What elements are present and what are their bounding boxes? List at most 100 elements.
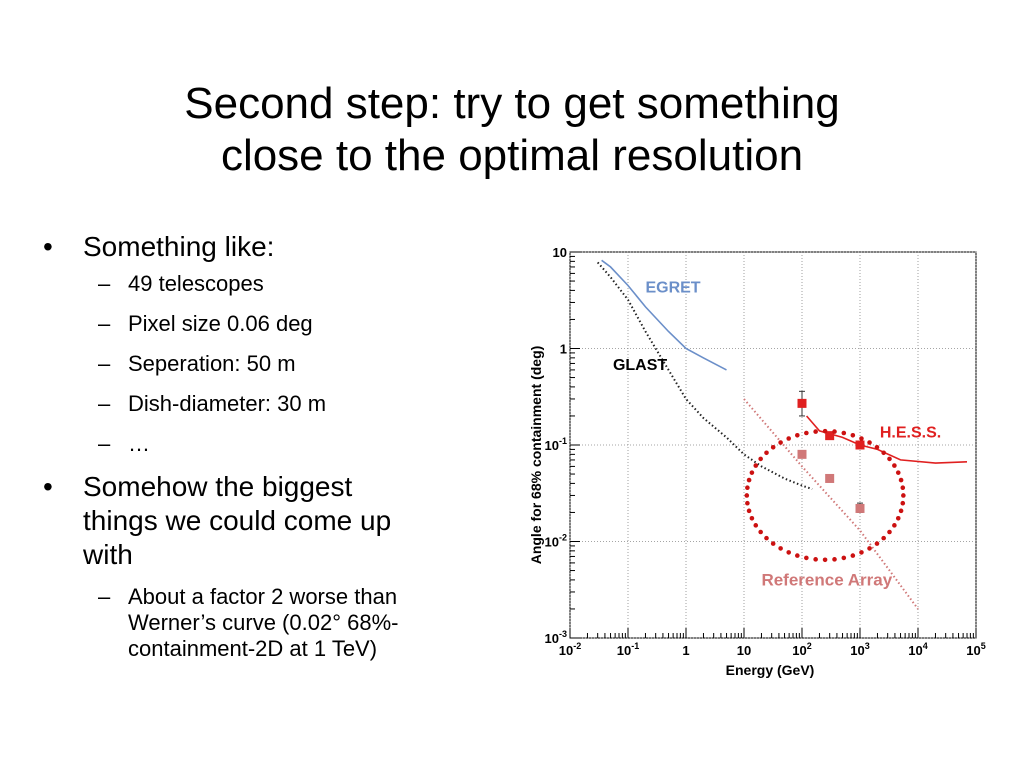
highlight-ellipse-dot [887,456,892,462]
bullet-text-line: with [83,539,133,570]
sub-bullet-text: 49 telescopes [128,271,264,296]
tick-base: 1 [682,643,689,658]
reference-array-curve [743,398,919,610]
highlight-ellipse-dot [778,546,783,551]
dash-marker: – [98,391,111,416]
tick-exponent: -2 [573,641,581,651]
y-tick-label: 10-1 [545,436,567,453]
highlight-ellipse-dot [786,550,792,555]
tick-exponent: 5 [981,641,986,651]
sub-bullet-item: – 49 telescopes [40,271,510,297]
bullet-text: Something like: [83,231,275,262]
highlight-ellipse-dot [859,436,864,441]
highlight-ellipse-dot [832,429,837,434]
egret-curve [601,259,727,371]
reference-array-point [855,503,865,513]
highlight-ellipse-dot [749,470,755,475]
x-tick-label: 103 [850,641,869,658]
title-line: Second step: try to get something [184,79,840,128]
sub-bullet-text-line: Werner’s curve (0.02° 68%- [128,610,399,635]
bullet-list: • Something like: – 49 telescopes – Pixe… [40,230,510,662]
tick-base: 10 [545,631,559,646]
highlight-ellipse-dot [749,515,755,521]
y-tick-label: 10 [553,245,567,260]
highlight-ellipse-dot [901,493,906,498]
highlight-ellipse-dot [745,500,750,506]
sub-bullet-text: Dish-diameter: 30 m [128,391,327,416]
highlight-ellipse-dot [822,557,828,563]
egret-label: EGRET [645,280,700,297]
highlight-ellipse-dot [874,445,880,450]
x-tick-label: 10-2 [559,641,581,658]
bullet-marker: • [43,231,53,262]
highlight-ellipse-dot [753,463,759,468]
highlight-ellipse-dot [804,430,809,436]
tick-base: 10 [617,643,631,658]
highlight-ellipse-dot [786,436,792,441]
bullet-text-line: things we could come up [83,505,392,536]
highlight-ellipse-dot [841,555,847,561]
highlight-ellipse-dot [898,508,904,514]
highlight-ellipse-dot [758,456,763,462]
tick-exponent: 2 [807,641,812,651]
highlight-ellipse-dot [867,440,872,445]
glast-curve [596,261,813,490]
glast-label: GLAST [613,357,667,374]
h-e-s-s-point [797,398,807,408]
highlight-ellipse-dot [892,463,897,468]
y-tick-label: 1 [560,342,567,357]
sub-bullet-text: Seperation: 50 m [128,351,296,376]
reference-array-point [825,473,835,483]
highlight-ellipse-dot [881,535,886,541]
x-tick-label: 10 [737,643,751,658]
bullet-item: • Somehow the biggest things we could co… [40,470,510,572]
dash-marker: – [98,311,111,336]
highlight-ellipse-dot [832,557,837,562]
highlight-ellipse-dot [822,428,828,434]
tick-exponent: -1 [559,436,567,446]
highlight-ellipse-dot [745,485,750,491]
sub-bullet-item: – Seperation: 50 m [40,351,510,377]
tick-exponent: -3 [559,629,567,639]
tick-base: 1 [560,342,567,357]
highlight-ellipse-dot [867,546,872,551]
highlight-ellipse-dot [795,553,800,558]
highlight-ellipse-dot [900,500,906,506]
dash-marker: – [98,271,111,296]
tick-base: 10 [792,643,806,658]
highlight-ellipse-dot [900,485,906,491]
highlight-ellipse-dot [895,515,901,521]
highlight-ellipse-dot [813,557,818,562]
x-tick-label: 10-1 [617,641,639,658]
tick-exponent: 3 [865,641,870,651]
sub-bullet-text: … [128,431,150,456]
sub-bullet-text-line: containment-2D at 1 TeV) [128,636,378,661]
highlight-ellipse-dot [744,493,750,498]
tick-exponent: 4 [923,641,928,651]
tick-base: 10 [553,245,567,260]
tick-base: 10 [966,643,980,658]
highlight-ellipse-dot [898,477,904,483]
reference-array-label: Reference Array [761,570,892,589]
y-axis-label: Angle for 68% containment (deg) [528,346,544,565]
highlight-ellipse-dot [770,541,776,546]
highlight-ellipse-dot [746,477,752,483]
slide-title: Second step: try to get something close … [60,78,964,182]
tick-base: 10 [850,643,864,658]
x-tick-label: 105 [966,641,985,658]
tick-base: 10 [545,438,559,453]
y-tick-label: 10-3 [545,629,567,646]
highlight-ellipse-dot [841,430,847,436]
highlight-ellipse-dot [753,523,759,528]
highlight-ellipse-dot [850,433,856,438]
sub-bullet-item: – Pixel size 0.06 deg [40,311,510,337]
sub-bullet-text: Pixel size 0.06 deg [128,311,313,336]
y-tick-label: 10-2 [545,533,567,550]
x-axis-label: Energy (GeV) [726,662,815,678]
sub-bullet-item: – Dish-diameter: 30 m [40,391,510,417]
highlight-ellipse-dot [874,541,880,546]
highlight-ellipse-dot [850,553,856,558]
highlight-ellipse-dot [758,529,763,535]
highlight-ellipse-dot [887,529,892,535]
h-e-s-s-point [855,440,865,450]
